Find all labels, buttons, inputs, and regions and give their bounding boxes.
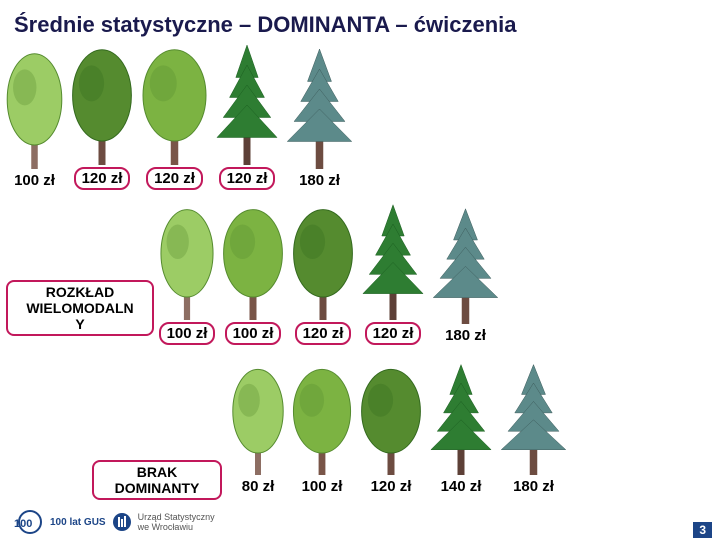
price-label: 140 zł bbox=[435, 477, 488, 496]
tree-row: 80 zł 100 zł 120 zł 140 zł 180 zł bbox=[228, 360, 571, 496]
tree-cell: 120 zł bbox=[137, 45, 212, 190]
tree-cell: 120 zł bbox=[67, 45, 137, 190]
dark_round-tree-icon bbox=[288, 205, 358, 320]
tree-cell: 100 zł bbox=[288, 365, 356, 496]
price-label: 120 zł bbox=[295, 322, 352, 345]
footer-text-2: Urząd Statystyczny bbox=[138, 512, 215, 522]
tree-cell: 120 zł bbox=[358, 200, 428, 345]
price-label: 120 zł bbox=[365, 477, 418, 496]
tree-cell: 180 zł bbox=[428, 204, 503, 345]
tree-cell: 120 zł bbox=[356, 365, 426, 496]
price-label: 120 zł bbox=[146, 167, 203, 190]
blue_conifer-tree-icon bbox=[496, 360, 571, 475]
tree-cell: 80 zł bbox=[228, 365, 288, 496]
light_round-tree-icon bbox=[2, 49, 67, 169]
dark_conifer-tree-icon bbox=[358, 200, 428, 320]
light_round-tree-icon bbox=[228, 365, 288, 475]
tree-cell: 100 zł bbox=[2, 49, 67, 190]
price-label: 100 zł bbox=[225, 322, 282, 345]
mid_round-tree-icon bbox=[218, 205, 288, 320]
blue_conifer-tree-icon bbox=[428, 204, 503, 324]
price-label: 80 zł bbox=[236, 477, 281, 496]
mid_round-tree-icon bbox=[288, 365, 356, 475]
footer: 100 100 lat GUS Urząd Statystyczny we Wr… bbox=[8, 508, 215, 536]
price-label: 180 zł bbox=[507, 477, 560, 496]
category-label: BRAK DOMINANTY bbox=[92, 460, 222, 500]
price-label: 120 zł bbox=[74, 167, 131, 190]
slide-title: Średnie statystyczne – DOMINANTA – ćwicz… bbox=[0, 0, 720, 38]
footer-text-1: 100 lat GUS bbox=[50, 517, 106, 528]
dark_conifer-tree-icon bbox=[212, 40, 282, 165]
category-label: ROZKŁAD WIELOMODALN Y bbox=[6, 280, 154, 336]
mid_round-tree-icon bbox=[137, 45, 212, 165]
logo-100lat-icon: 100 bbox=[8, 508, 44, 536]
price-label: 180 zł bbox=[439, 326, 492, 345]
blue_conifer-tree-icon bbox=[282, 44, 357, 169]
tree-cell: 140 zł bbox=[426, 360, 496, 496]
price-label: 100 zł bbox=[159, 322, 216, 345]
dark_round-tree-icon bbox=[67, 45, 137, 165]
price-label: 100 zł bbox=[8, 171, 61, 190]
tree-row: 100 zł 120 zł 120 zł 120 zł 180 zł bbox=[2, 40, 357, 190]
slide-number: 3 bbox=[693, 522, 712, 538]
tree-cell: 100 zł bbox=[218, 205, 288, 345]
logo-us-text: Urząd Statystyczny we Wrocławiu bbox=[138, 512, 215, 532]
price-label: 100 zł bbox=[296, 477, 349, 496]
logo-us-icon bbox=[112, 512, 132, 532]
price-label: 180 zł bbox=[293, 171, 346, 190]
logo-gus-text: 100 lat GUS bbox=[50, 517, 106, 528]
dark_round-tree-icon bbox=[356, 365, 426, 475]
tree-row: 100 zł 100 zł 120 zł 120 zł 180 zł bbox=[156, 200, 503, 345]
tree-cell: 120 zł bbox=[288, 205, 358, 345]
footer-text-3: we Wrocławiu bbox=[138, 522, 215, 532]
price-label: 120 zł bbox=[219, 167, 276, 190]
dark_conifer-tree-icon bbox=[426, 360, 496, 475]
light_round-tree-icon bbox=[156, 205, 218, 320]
svg-text:100: 100 bbox=[14, 518, 32, 530]
tree-cell: 180 zł bbox=[496, 360, 571, 496]
tree-cell: 120 zł bbox=[212, 40, 282, 190]
tree-cell: 180 zł bbox=[282, 44, 357, 190]
tree-cell: 100 zł bbox=[156, 205, 218, 345]
price-label: 120 zł bbox=[365, 322, 422, 345]
